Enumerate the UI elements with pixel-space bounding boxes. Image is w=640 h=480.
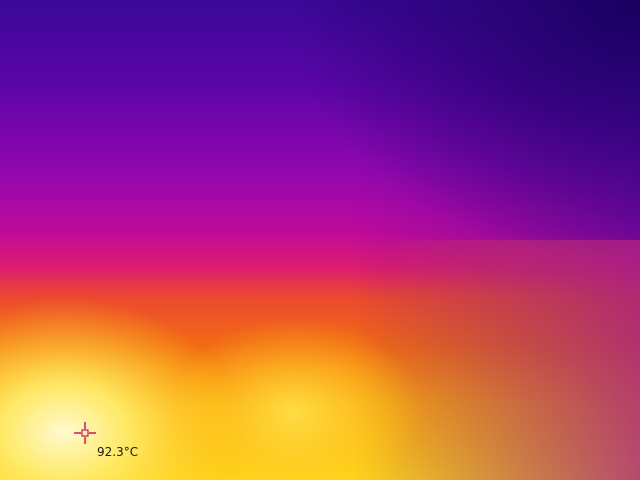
spot-temperature-label: 92.3°C xyxy=(97,445,139,459)
crosshair-icon[interactable] xyxy=(74,422,96,444)
